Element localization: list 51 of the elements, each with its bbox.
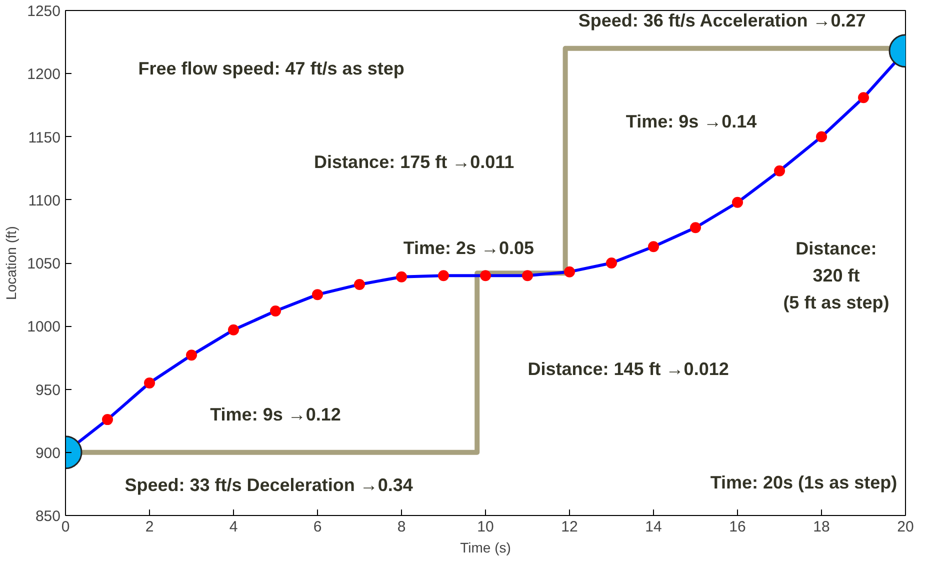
point — [522, 270, 533, 282]
annotation: Distance: 175 ft →0.011 — [314, 152, 514, 172]
y-tick-label: 900 — [35, 444, 61, 462]
y-tick-label: 1150 — [28, 129, 61, 146]
y-tick-label: 1000 — [27, 318, 61, 336]
point — [732, 196, 743, 208]
x-tick-label: 18 — [813, 518, 830, 536]
x-axis-title: Time (s) — [460, 540, 511, 556]
y-tick-label: 1200 — [27, 66, 61, 84]
point — [312, 289, 323, 300]
annotation: Time: 2s →0.05 — [403, 238, 534, 258]
y-tick-label: 1100 — [28, 192, 61, 210]
x-tick-label: 16 — [729, 518, 746, 536]
point — [858, 92, 869, 104]
point — [480, 270, 491, 282]
x-tick-label: 8 — [397, 518, 406, 536]
annotation: Distance: 320 ft (5 ft as step) — [783, 238, 890, 313]
y-tick-label: 950 — [35, 382, 61, 399]
y-tick-label: 1250 — [27, 3, 61, 20]
annotation: Time: 9s →0.12 — [210, 404, 341, 424]
annotation: Distance: 145 ft →0.012 — [528, 359, 729, 380]
y-axis-title: Location (ft) — [3, 226, 20, 300]
point — [816, 131, 827, 142]
annotation: Free flow speed: 47 ft/s as step — [138, 58, 404, 79]
point — [396, 271, 407, 282]
y-tick-label: 1050 — [27, 256, 61, 272]
annotation: Speed: 33 ft/s Deceleration →0.34 — [124, 475, 413, 496]
annotation: Time: 9s →0.14 — [626, 112, 757, 132]
annotation: Time: 20s (1s as step) — [710, 472, 898, 493]
x-tick-label: 2 — [145, 518, 154, 536]
point — [438, 270, 449, 282]
point — [690, 222, 701, 234]
x-tick-label: 6 — [313, 518, 322, 536]
point — [144, 377, 155, 388]
point — [354, 278, 365, 290]
x-tick-label: 20 — [897, 518, 914, 536]
y-tick-label: 850 — [35, 508, 61, 525]
x-tick-label: 0 — [61, 518, 70, 536]
point — [186, 350, 197, 361]
point — [564, 266, 575, 278]
point — [270, 305, 281, 316]
point — [606, 258, 617, 268]
x-tick-label: 4 — [229, 518, 238, 536]
point — [774, 165, 785, 176]
point — [228, 324, 239, 336]
x-tick-label: 12 — [561, 518, 578, 536]
x-tick-label: 14 — [645, 518, 662, 536]
x-tick-label: 10 — [477, 518, 494, 536]
point — [102, 414, 113, 426]
annotation: Speed: 36 ft/s Acceleration →0.27 — [578, 10, 866, 31]
point — [648, 241, 659, 252]
